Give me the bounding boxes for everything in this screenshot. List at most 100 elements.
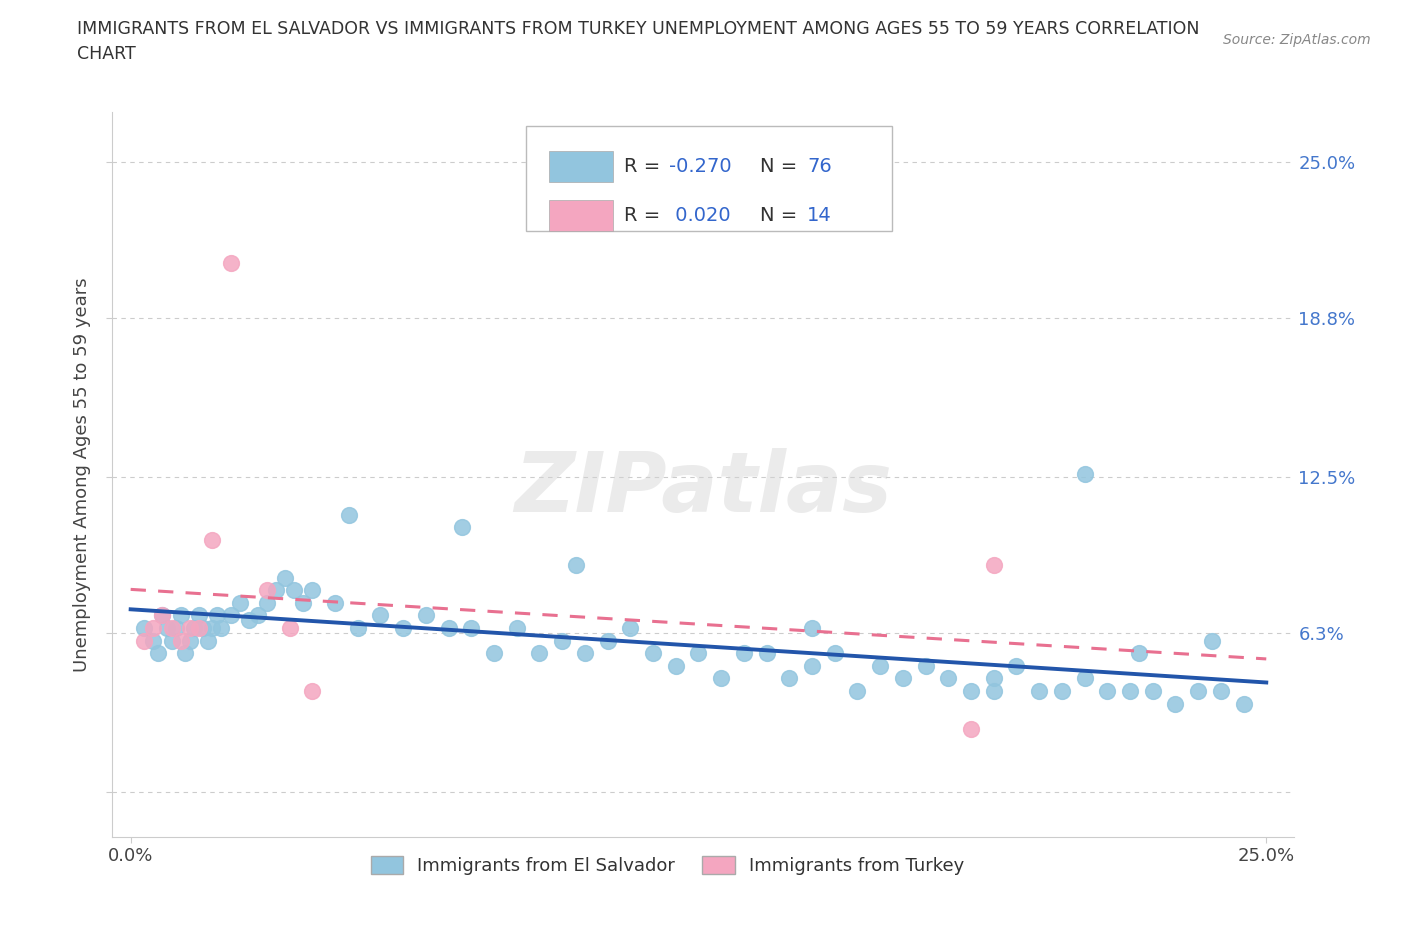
Point xyxy=(187,620,209,635)
Point xyxy=(1142,684,1164,698)
Point xyxy=(152,608,174,623)
Point xyxy=(1201,633,1223,648)
Point xyxy=(205,608,228,623)
Point xyxy=(565,558,588,573)
Text: 0.020: 0.020 xyxy=(669,206,730,225)
Point xyxy=(891,671,914,685)
Point xyxy=(778,671,800,685)
Point xyxy=(983,671,1005,685)
Point xyxy=(246,608,269,623)
Point xyxy=(1050,684,1073,698)
Point xyxy=(1073,671,1095,685)
Text: IMMIGRANTS FROM EL SALVADOR VS IMMIGRANTS FROM TURKEY UNEMPLOYMENT AMONG AGES 55: IMMIGRANTS FROM EL SALVADOR VS IMMIGRANT… xyxy=(77,20,1199,38)
Point xyxy=(1097,684,1119,698)
Point xyxy=(274,570,297,585)
Point xyxy=(960,722,983,737)
Point xyxy=(665,658,688,673)
Text: N =: N = xyxy=(759,206,803,225)
Point xyxy=(146,645,169,660)
Point xyxy=(1005,658,1028,673)
Point xyxy=(211,620,233,635)
Point xyxy=(219,608,242,623)
Point xyxy=(283,583,305,598)
Point xyxy=(193,620,215,635)
Point xyxy=(824,645,846,660)
Point xyxy=(370,608,392,623)
Point xyxy=(1232,696,1254,711)
Point xyxy=(238,613,260,628)
Text: Source: ZipAtlas.com: Source: ZipAtlas.com xyxy=(1223,33,1371,46)
Point xyxy=(179,633,201,648)
Point xyxy=(551,633,574,648)
Text: R =: R = xyxy=(624,157,666,176)
Point xyxy=(574,645,596,660)
Point xyxy=(301,684,323,698)
Point xyxy=(160,633,183,648)
Point xyxy=(415,608,437,623)
FancyBboxPatch shape xyxy=(550,151,613,182)
Point xyxy=(337,507,360,522)
Point xyxy=(1164,696,1187,711)
Point xyxy=(1073,467,1095,482)
Point xyxy=(156,620,179,635)
Point xyxy=(1187,684,1209,698)
Point xyxy=(437,620,460,635)
Point xyxy=(733,645,755,660)
Point xyxy=(301,583,323,598)
Point xyxy=(152,608,174,623)
Point xyxy=(165,620,187,635)
Text: 76: 76 xyxy=(807,157,832,176)
Point xyxy=(179,620,201,635)
Point xyxy=(169,608,191,623)
Point xyxy=(619,620,641,635)
Point xyxy=(482,645,505,660)
Text: ZIPatlas: ZIPatlas xyxy=(515,448,891,529)
Point xyxy=(869,658,891,673)
Point xyxy=(846,684,869,698)
Point xyxy=(801,658,824,673)
Point xyxy=(960,684,983,698)
Point xyxy=(323,595,346,610)
Point xyxy=(460,620,482,635)
Text: CHART: CHART xyxy=(77,45,136,62)
Point xyxy=(983,558,1005,573)
Point xyxy=(197,633,219,648)
Point xyxy=(641,645,664,660)
Point xyxy=(292,595,315,610)
Point xyxy=(914,658,936,673)
Point xyxy=(1209,684,1232,698)
Point xyxy=(278,620,301,635)
Text: 14: 14 xyxy=(807,206,832,225)
Point xyxy=(1128,645,1150,660)
Point xyxy=(134,633,156,648)
Point xyxy=(264,583,287,598)
Point xyxy=(174,645,197,660)
Point xyxy=(755,645,778,660)
Point xyxy=(201,620,224,635)
Point xyxy=(1119,684,1142,698)
Point xyxy=(142,620,165,635)
Point xyxy=(256,595,278,610)
Legend: Immigrants from El Salvador, Immigrants from Turkey: Immigrants from El Salvador, Immigrants … xyxy=(363,848,972,883)
Point xyxy=(983,684,1005,698)
Text: R =: R = xyxy=(624,206,666,225)
Point xyxy=(256,583,278,598)
Point xyxy=(936,671,959,685)
Point xyxy=(506,620,529,635)
Point xyxy=(596,633,619,648)
Point xyxy=(801,620,824,635)
Point xyxy=(228,595,250,610)
Y-axis label: Unemployment Among Ages 55 to 59 years: Unemployment Among Ages 55 to 59 years xyxy=(73,277,91,671)
Point xyxy=(160,620,183,635)
Point xyxy=(710,671,733,685)
FancyBboxPatch shape xyxy=(526,126,891,232)
FancyBboxPatch shape xyxy=(550,200,613,231)
Point xyxy=(142,633,165,648)
Point xyxy=(201,532,224,547)
Point xyxy=(688,645,710,660)
Text: N =: N = xyxy=(759,157,803,176)
Point xyxy=(169,633,191,648)
Point xyxy=(529,645,551,660)
Point xyxy=(346,620,368,635)
Point xyxy=(1028,684,1050,698)
